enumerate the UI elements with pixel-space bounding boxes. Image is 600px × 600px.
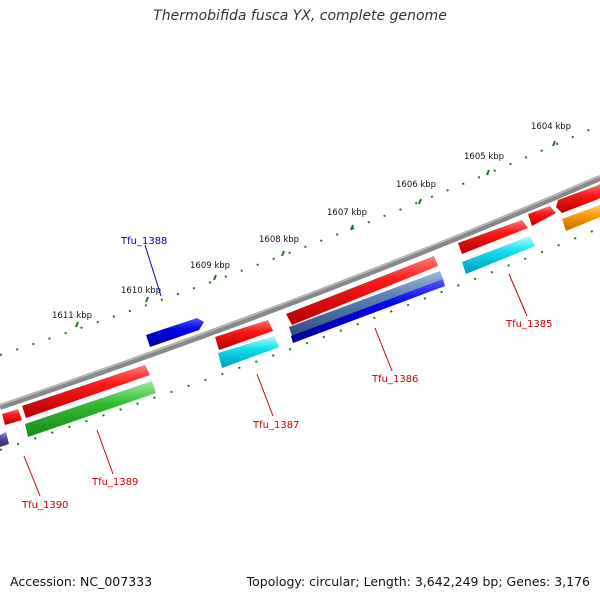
gene-label-tfu-1390[interactable]: Tfu_1390 — [21, 500, 68, 511]
ruler-label: 1605 kbp — [464, 152, 504, 162]
ruler-labels: 1604 kbp 1605 kbp 1606 kbp 1607 kbp 1608… — [52, 122, 571, 321]
gene-arrow-forward — [528, 206, 556, 226]
gene-label-tfu-1389[interactable]: Tfu_1389 — [91, 477, 138, 488]
major-tick — [418, 198, 422, 205]
gene-label-tfu-1387[interactable]: Tfu_1387 — [252, 420, 299, 431]
major-tick — [213, 274, 217, 281]
gene-label-tfu-1385[interactable]: Tfu_1385 — [505, 319, 552, 330]
accession-text: Accession: NC_007333 — [10, 574, 153, 589]
major-tick — [552, 140, 556, 147]
leader-line — [144, 244, 162, 297]
gene-arrow-forward — [286, 256, 438, 325]
gene-arrow-cyan — [218, 336, 279, 368]
gene-arrow-forward — [2, 409, 22, 425]
major-tick — [145, 296, 149, 303]
forward-genes — [2, 184, 600, 425]
major-tick — [486, 169, 490, 176]
ruler-label: 1608 kbp — [259, 235, 299, 245]
gene-arrow-reverse-blue — [146, 318, 204, 347]
genome-summary-text: Topology: circular; Length: 3,642,249 bp… — [246, 574, 590, 589]
gene-arrow-cyan — [462, 236, 535, 274]
gene-arrow-purple — [0, 432, 9, 447]
gene-arrow-forward — [215, 320, 273, 350]
major-ticks — [75, 140, 556, 328]
major-tick — [281, 250, 285, 257]
gene-arrow-blue — [291, 279, 445, 343]
gene-label-tfu-1388[interactable]: Tfu_1388 — [120, 236, 167, 247]
feature-bars — [0, 205, 600, 447]
ruler-label: 1609 kbp — [190, 261, 230, 271]
ruler-label: 1610 kbp — [121, 286, 161, 296]
leader-line — [374, 327, 393, 372]
leader-line — [96, 429, 114, 475]
ruler-label: 1611 kbp — [52, 311, 92, 321]
genome-backbone-highlight — [0, 175, 600, 406]
map-title: Thermobifida fusca YX, complete genome — [153, 8, 447, 24]
ruler-label: 1607 kbp — [327, 208, 367, 218]
leader-line — [508, 273, 528, 317]
leader-line — [256, 373, 274, 417]
ruler-label: 1604 kbp — [531, 122, 571, 132]
major-tick — [75, 321, 79, 328]
gene-arrow-orange — [562, 205, 600, 231]
gene-arrow-forward — [458, 220, 528, 254]
ruler-label: 1606 kbp — [396, 180, 436, 190]
major-tick — [350, 224, 354, 231]
genome-backbone — [0, 175, 600, 410]
label-leaders — [23, 244, 528, 497]
gene-label-tfu-1386[interactable]: Tfu_1386 — [371, 374, 418, 385]
gene-arrow-forward — [556, 184, 600, 213]
leader-line — [23, 455, 41, 497]
gene-arrow-green — [25, 381, 156, 437]
gene-labels: Tfu_1388 Tfu_1385 Tfu_1386 Tfu_1387 Tfu_… — [21, 236, 552, 511]
gene-arrow-forward — [22, 365, 150, 418]
gene-arrow-steel — [289, 271, 443, 336]
